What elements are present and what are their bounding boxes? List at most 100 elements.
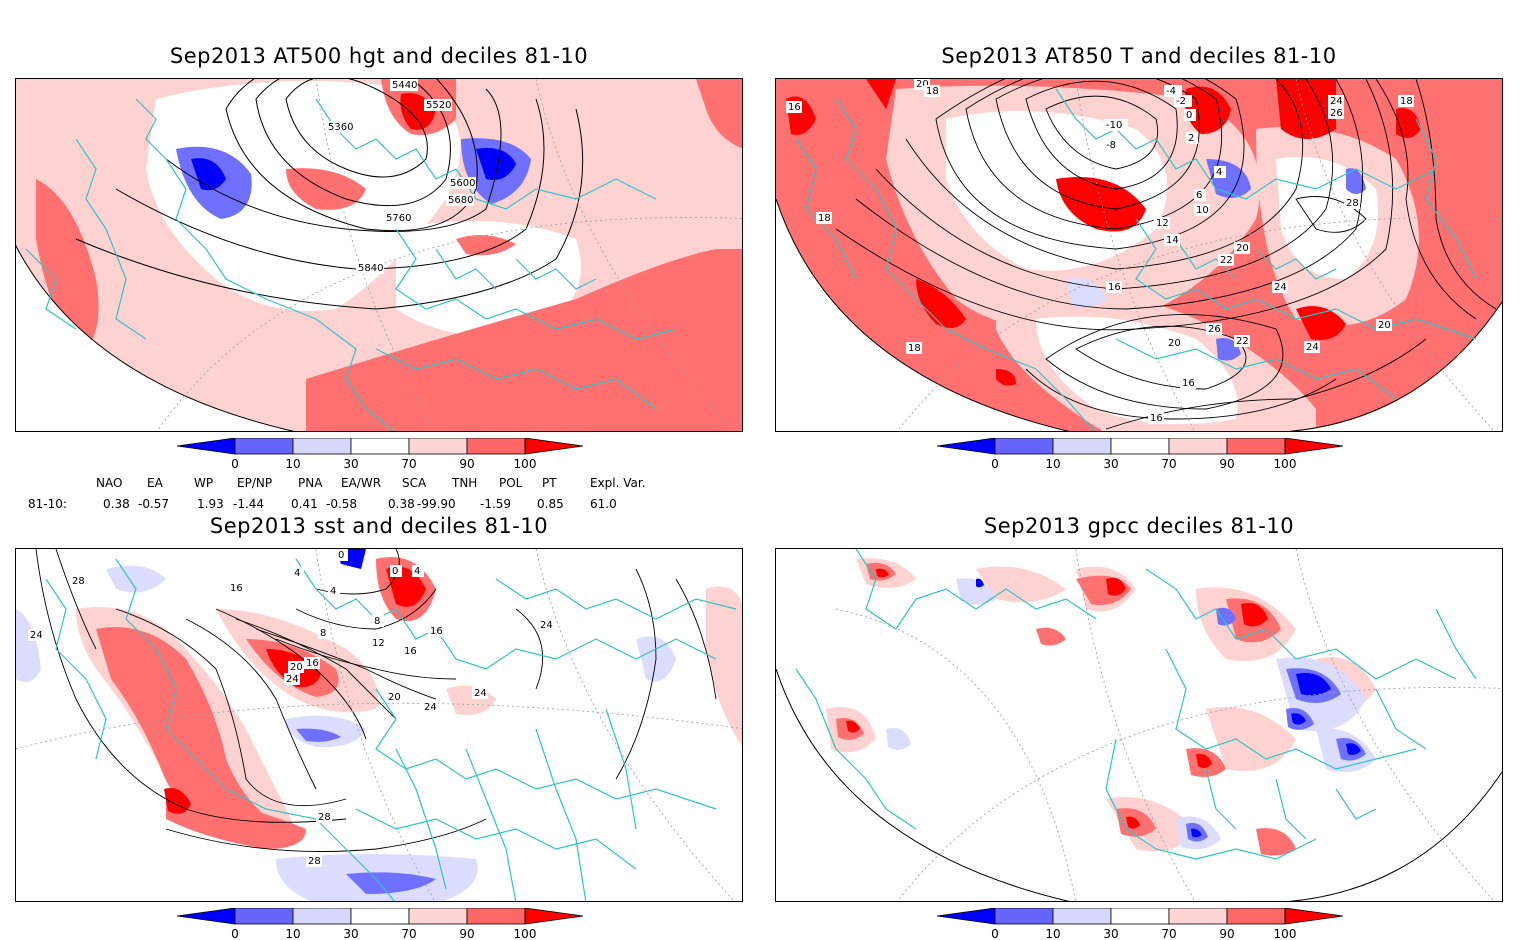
colorbar-label: 0 (231, 457, 239, 471)
contour-label: 2 (1188, 133, 1194, 144)
colorbar-label: 30 (1103, 927, 1118, 940)
contour-label: 0 (338, 550, 344, 561)
contour-label: 20 (1236, 243, 1249, 254)
contour-label: 0 (1186, 110, 1192, 121)
colorbar-sst: 0 10 30 70 90 100 (175, 908, 595, 940)
index-value-eawr: -0.58 (326, 497, 358, 511)
colorbar-label: 70 (401, 457, 416, 471)
contour-label: -10 (1106, 120, 1122, 131)
colorbar-label: 10 (285, 457, 300, 471)
colorbar-label: 90 (1219, 927, 1234, 940)
contour-label: 4 (1216, 167, 1222, 178)
colorbar-label: 30 (343, 927, 358, 940)
contour-label: 16 (306, 658, 319, 669)
colorbar-label: 70 (401, 927, 416, 940)
index-value-nao: 0.38 (103, 497, 130, 511)
contour-label: 20 (1378, 320, 1391, 331)
colorbar-label: 100 (514, 457, 537, 471)
contour-label: 5360 (328, 122, 353, 133)
colorbar-label: 100 (1274, 457, 1297, 471)
colorbar-at500: 0 10 30 70 90 100 (175, 438, 595, 472)
colorbar-label: 0 (991, 457, 999, 471)
colorbar-at850: 0 10 30 70 90 100 (935, 438, 1355, 472)
contour-label: 20 (916, 79, 929, 90)
index-name-wp: WP (194, 476, 214, 490)
index-value-wp: 1.93 (197, 497, 224, 511)
index-value-tnh: -99.90 (417, 497, 456, 511)
contour-label: 16 (230, 583, 243, 594)
map-panel-at850: 20 18 16 -4 -2 -10 -8 0 2 24 26 18 4 6 1… (775, 78, 1503, 432)
contour-label: 5600 (450, 178, 475, 189)
contour-label: 12 (1156, 218, 1169, 229)
index-value-sca: 0.38 (388, 497, 415, 511)
contour-label: 18 (926, 86, 939, 97)
map-panel-gpcc (775, 548, 1503, 902)
contour-label: 20 (388, 692, 401, 703)
index-value-ea: -0.57 (138, 497, 170, 511)
colorbar-label: 70 (1161, 927, 1176, 940)
contour-label: 26 (1330, 108, 1343, 119)
contour-label: 5840 (358, 263, 383, 274)
contour-label: 16 (1150, 413, 1163, 424)
map-panel-at500: 5440 5520 5360 5600 5680 5760 5840 (15, 78, 743, 432)
index-name-sca: SCA (402, 476, 427, 490)
index-row-label: 81-10: (28, 497, 67, 511)
contour-label: 14 (1166, 235, 1179, 246)
contour-label: -4 (1166, 86, 1176, 97)
contour-label: 24 (1330, 96, 1343, 107)
index-value-explvar: 61.0 (590, 497, 617, 511)
index-name-pt: PT (542, 476, 557, 490)
contour-label: 24 (540, 620, 553, 631)
contour-label: 22 (1236, 336, 1249, 347)
contour-label: 5440 (392, 80, 417, 91)
contour-label: 12 (372, 638, 385, 649)
contour-label: 24 (30, 630, 43, 641)
map-at850-svg: 20 18 16 -4 -2 -10 -8 0 2 24 26 18 4 6 1… (776, 79, 1502, 431)
contour-label: 24 (1274, 282, 1287, 293)
colorbar-label: 10 (1045, 927, 1060, 940)
map-panel-sst: 28 24 16 0 4 4 0 4 8 8 12 16 16 20 16 24… (15, 548, 743, 902)
contour-label: 16 (1182, 378, 1195, 389)
contour-label: 22 (1220, 255, 1233, 266)
contour-label: 16 (788, 102, 801, 113)
contour-label: 18 (818, 213, 831, 224)
panel-title-sst: Sep2013 sst and deciles 81-10 (209, 514, 549, 538)
contour-label: 10 (1196, 205, 1209, 216)
colorbar-label: 100 (1274, 927, 1297, 940)
colorbar-label: 0 (231, 927, 239, 940)
contour-label: 18 (1400, 96, 1413, 107)
contour-label: 24 (474, 688, 487, 699)
colorbar-label: 10 (1045, 457, 1060, 471)
contour-label: 24 (286, 674, 299, 685)
colorbar-label: 70 (1161, 457, 1176, 471)
index-name-nao: NAO (96, 476, 123, 490)
contour-label: 26 (1208, 324, 1221, 335)
contour-label: 16 (404, 646, 417, 657)
contour-label: 28 (1346, 198, 1359, 209)
index-name-epnp: EP/NP (237, 476, 273, 490)
contour-label: 4 (294, 568, 300, 579)
index-value-pol: -1.59 (480, 497, 512, 511)
contour-label: 6 (1196, 190, 1202, 201)
contour-label: -2 (1176, 96, 1186, 107)
contour-label: 8 (374, 616, 380, 627)
contour-label: 20 (1168, 338, 1181, 349)
contour-label: 8 (320, 628, 326, 639)
map-at500-svg: 5440 5520 5360 5600 5680 5760 5840 (16, 79, 742, 431)
contour-label: 5680 (448, 195, 473, 206)
colorbar-gpcc: 0 10 30 70 90 100 (935, 908, 1355, 940)
colorbar-label: 90 (459, 927, 474, 940)
contour-label: 24 (1306, 342, 1319, 353)
panel-title-at500: Sep2013 AT500 hgt and deciles 81-10 (169, 44, 589, 68)
colorbar-label: 30 (1103, 457, 1118, 471)
contour-label: -8 (1106, 140, 1116, 151)
contour-label: 16 (430, 626, 443, 637)
contour-label: 28 (308, 856, 321, 867)
contour-label: 4 (414, 566, 420, 577)
colorbar-label: 90 (459, 457, 474, 471)
map-sst-svg: 28 24 16 0 4 4 0 4 8 8 12 16 16 20 16 24… (16, 549, 742, 901)
contour-label: 0 (392, 566, 398, 577)
index-name-eawr: EA/WR (341, 476, 382, 490)
contour-label: 18 (908, 343, 921, 354)
contour-label: 28 (318, 812, 331, 823)
